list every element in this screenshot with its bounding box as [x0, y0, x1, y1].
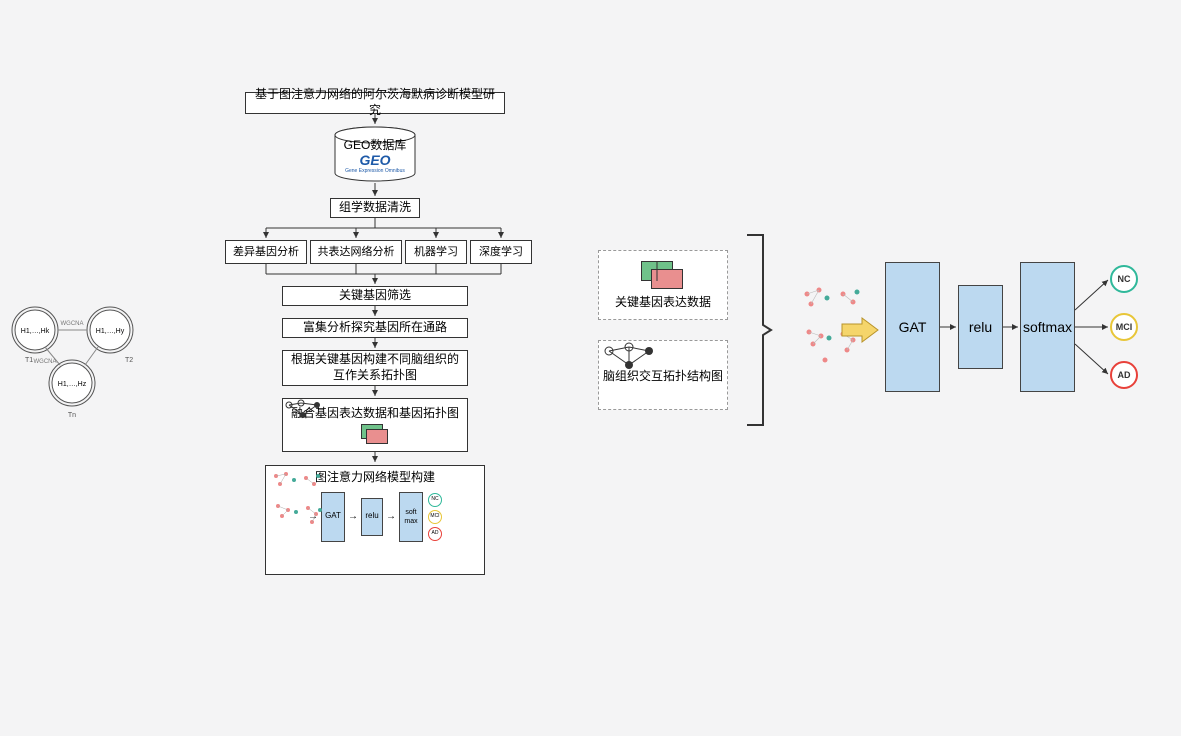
topo-icon: [599, 341, 659, 371]
edge-e12: WGCNA: [61, 321, 84, 327]
pipeline-softmax: softmax: [1020, 262, 1075, 392]
mini-out-mci: MCI: [428, 510, 442, 524]
geo-logo: GEO: [345, 152, 405, 168]
edge-e13: WGCNA: [34, 359, 57, 365]
mini-softmax: soft max: [399, 492, 423, 542]
mini-grid-icon: [361, 424, 389, 444]
pipeline-relu: relu: [958, 285, 1003, 369]
geo-logo-sub: Gene Expression Omnibus: [340, 168, 410, 174]
flow-branch1: 差异基因分析: [225, 240, 307, 264]
mini-scatter-icon: [266, 466, 328, 534]
mini-out-nc: NC: [428, 493, 442, 507]
input-expr-box: 关键基因表达数据: [598, 250, 728, 320]
flow-fusion-box: 融合基因表达数据和基因拓扑图: [282, 398, 468, 452]
yellow-arrow-icon: [840, 316, 880, 344]
node-n3: H1,…,Hz: [58, 381, 87, 388]
pipeline-gat: GAT: [885, 262, 940, 392]
mini-graph-icon: [283, 399, 323, 419]
flow-topo: 根据关键基因构建不同脑组织的互作关系拓扑图: [282, 350, 468, 386]
output-mci: MCI: [1110, 313, 1138, 341]
output-nc: NC: [1110, 265, 1138, 293]
flow-branch4: 深度学习: [470, 240, 532, 264]
flow-model-label: 图注意力网络模型构建: [315, 470, 435, 486]
flow-branch3: 机器学习: [405, 240, 467, 264]
expr-icon: [641, 261, 685, 291]
label-t1: T1: [25, 357, 33, 364]
flow-clean: 组学数据清洗: [330, 198, 420, 218]
output-ad: AD: [1110, 361, 1138, 389]
input-topo-box: 脑组织交互拓扑结构图: [598, 340, 728, 410]
node-n1: H1,…,Hk: [21, 328, 50, 335]
flow-title: 基于图注意力网络的阿尔茨海默病诊断模型研究: [245, 92, 505, 114]
bracket: [745, 230, 775, 430]
flow-model-box: 图注意力网络模型构建 → GAT → relu → soft: [265, 465, 485, 575]
flow-branch2: 共表达网络分析: [310, 240, 402, 264]
flow-keygene: 关键基因筛选: [282, 286, 468, 306]
flow-enrich: 富集分析探究基因所在通路: [282, 318, 468, 338]
node-n2: H1,…,Hy: [96, 328, 125, 335]
label-t3: Tn: [68, 412, 76, 419]
label-t2: T2: [125, 357, 133, 364]
input-expr-label: 关键基因表达数据: [615, 293, 711, 310]
left-network: H1,…,Hk H1,…,Hy H1,…,Hz WGCNA WGCNA T1 T…: [0, 0, 1181, 736]
geo-label: GEO数据库: [340, 136, 410, 153]
mini-relu: relu: [361, 498, 383, 536]
mini-out-ad: AD: [428, 527, 442, 541]
